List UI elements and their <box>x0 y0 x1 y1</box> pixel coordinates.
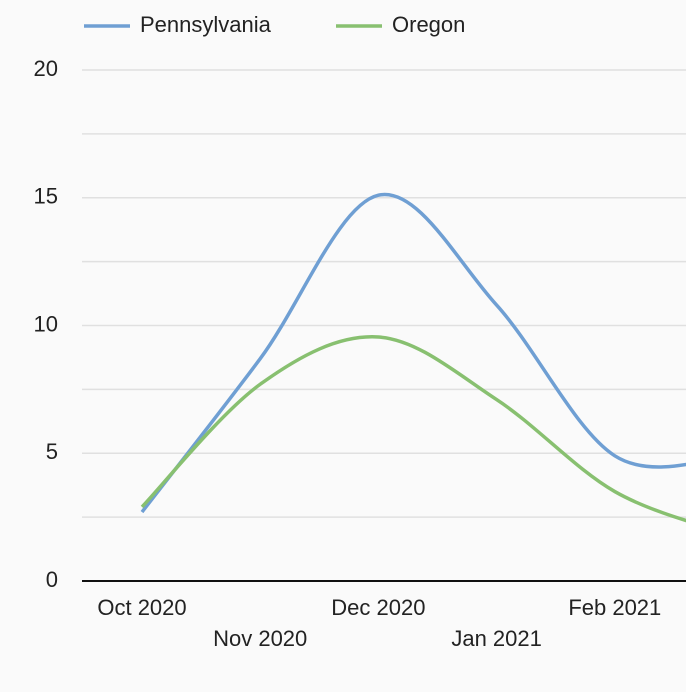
y-tick-label: 5 <box>46 439 58 464</box>
x-tick-label: Oct 2020 <box>97 595 186 620</box>
legend-label: Oregon <box>392 12 465 37</box>
y-tick-label: 20 <box>34 56 58 81</box>
series-line <box>140 335 686 523</box>
x-tick-label: Nov 2020 <box>213 626 307 651</box>
x-tick-label: Dec 2020 <box>331 595 425 620</box>
y-tick-label: 10 <box>34 311 58 336</box>
x-tick-label: Jan 2021 <box>451 626 542 651</box>
x-tick-label: Feb 2021 <box>568 595 661 620</box>
legend-label: Pennsylvania <box>140 12 272 37</box>
y-tick-label: 15 <box>34 184 58 209</box>
series-line <box>140 192 686 514</box>
y-tick-label: 0 <box>46 567 58 592</box>
